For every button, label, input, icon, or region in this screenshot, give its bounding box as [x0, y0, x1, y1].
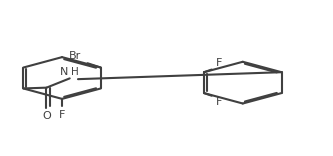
Text: F: F — [215, 97, 222, 107]
Text: H: H — [71, 67, 79, 77]
Text: Br: Br — [69, 51, 82, 61]
Text: F: F — [59, 110, 65, 120]
Text: F: F — [215, 58, 222, 68]
Text: N: N — [60, 67, 69, 77]
Text: O: O — [43, 111, 52, 121]
